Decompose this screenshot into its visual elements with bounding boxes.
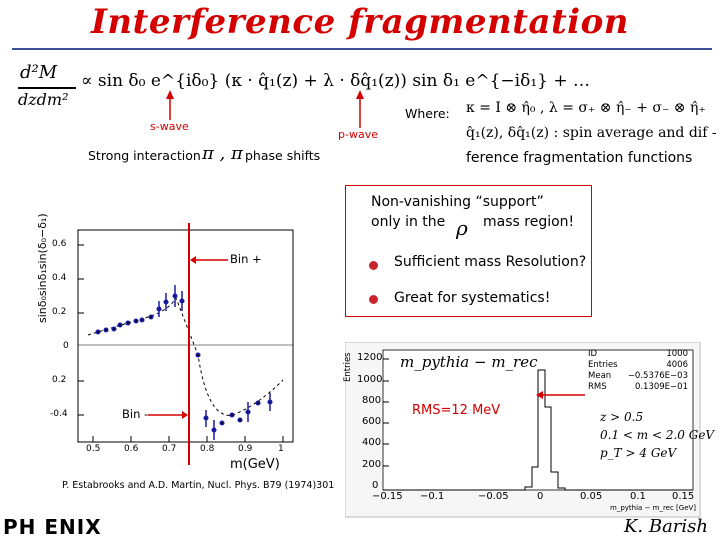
left-xtick-3: 0.7 bbox=[162, 444, 177, 454]
stats-row: RMS 0.1309E−01 bbox=[588, 382, 688, 392]
page-title: Interference fragmentation bbox=[91, 2, 629, 42]
left-ytick-2: 0.4 bbox=[52, 273, 67, 283]
right-xtick-6: 0.1 bbox=[630, 491, 646, 502]
right-ylabel-wrap: Entries bbox=[343, 352, 357, 420]
right-ytick-2: 1000 bbox=[357, 374, 383, 385]
cut-m: 0.1 < m < 2.0 GeV bbox=[600, 428, 715, 442]
formula: d²M dzdm² ∝ sin δ₀ e^{iδ₀} (κ · q̂₁(z) +… bbox=[15, 62, 590, 110]
formula-numerator: d²M bbox=[20, 62, 58, 83]
left-xlabel: m(GeV) bbox=[230, 457, 280, 472]
right-xtick-1: −0.15 bbox=[372, 491, 403, 502]
rms-label: RMS=12 MeV bbox=[412, 403, 501, 418]
kappa-lambda-def: κ = I ⊗ η̂₀ , λ = σ₊ ⊗ η̂₋ + σ₋ ⊗ η̂₊ bbox=[466, 100, 706, 116]
bullet-dot-1 bbox=[369, 261, 378, 270]
right-plot-expr: m_pythia − m_rec bbox=[400, 353, 538, 371]
bullet-dot-2 bbox=[369, 295, 378, 304]
stats-row: Entries 4006 bbox=[588, 360, 688, 370]
bullet-text-1: Sufficient mass Resolution? bbox=[394, 254, 587, 270]
left-xtick-1: 0.5 bbox=[86, 444, 101, 454]
author-signature: K. Barish bbox=[623, 516, 708, 537]
right-ytick-1: 1200 bbox=[357, 352, 383, 363]
right-xtick-5: 0.05 bbox=[580, 491, 603, 502]
left-xtick-5: 0.9 bbox=[238, 444, 253, 454]
swave-label: s-wave bbox=[150, 120, 189, 133]
support-note-box: Non-vanishing “support” only in the ρ ma… bbox=[345, 185, 592, 317]
support-line2b: mass region! bbox=[483, 214, 575, 230]
right-ytick-4: 600 bbox=[362, 416, 382, 427]
bullet-text-2: Great for systematics! bbox=[394, 290, 551, 306]
right-xtick-2: −0.1 bbox=[420, 491, 445, 502]
right-histogram bbox=[345, 342, 701, 518]
left-ytick-4: 0 bbox=[63, 341, 69, 351]
where-label: Where: bbox=[405, 106, 450, 121]
left-xtick-4: 0.8 bbox=[200, 444, 215, 454]
q-def-line2: ference fragmentation functions bbox=[466, 150, 693, 166]
left-xtick-6: 1 bbox=[278, 444, 284, 454]
left-ytick-5: 0.2 bbox=[52, 375, 67, 385]
stats-row: ID 1000 bbox=[588, 349, 688, 359]
left-xtick-2: 0.6 bbox=[124, 444, 139, 454]
q-def-line1: q̂₁(z), δq̂₁(z) : spin average and dif - bbox=[466, 125, 717, 141]
cut-pt: p_T > 4 GeV bbox=[600, 446, 677, 460]
title-divider bbox=[12, 48, 712, 50]
left-ytick-6: -0.4 bbox=[50, 409, 68, 419]
phase-shifts-label: phase shifts bbox=[245, 148, 321, 163]
right-ytick-5: 400 bbox=[362, 437, 382, 448]
pipi-symbol: π , π bbox=[202, 143, 243, 164]
cuts-list: z > 0.5 0.1 < m < 2.0 GeV p_T > 4 GeV bbox=[600, 408, 714, 462]
annotation-arrows bbox=[166, 90, 364, 128]
cut-z: z > 0.5 bbox=[600, 410, 644, 424]
bin-minus-label: Bin - bbox=[122, 407, 149, 421]
bin-plus-label: Bin + bbox=[230, 252, 262, 266]
right-ytick-3: 800 bbox=[362, 395, 382, 406]
right-ytick-6: 200 bbox=[362, 459, 382, 470]
formula-fraction-bar bbox=[18, 87, 76, 89]
stats-row: Mean −0.5376E−03 bbox=[588, 371, 688, 381]
right-xunit: m_pythia − m_rec [GeV] bbox=[610, 504, 697, 512]
support-line1: Non-vanishing “support” bbox=[371, 194, 544, 210]
right-xtick-4: 0 bbox=[537, 491, 544, 502]
formula-rhs: ∝ sin δ₀ e^{iδ₀} (κ · q̂₁(z) + λ · δq̂₁(… bbox=[81, 71, 591, 91]
pwave-label: p-wave bbox=[338, 128, 378, 141]
right-xtick-7: 0.15 bbox=[672, 491, 695, 502]
left-ytick-3: 0.2 bbox=[52, 307, 67, 317]
strong-interaction-label: Strong interaction bbox=[88, 148, 201, 163]
right-ylabel: Entries bbox=[343, 352, 353, 382]
left-ytick-1: 0.6 bbox=[52, 239, 67, 249]
formula-denominator: dzdm² bbox=[18, 90, 69, 109]
phenix-logo: PH ENIX bbox=[3, 515, 102, 539]
right-ytick-7: 0 bbox=[372, 480, 379, 491]
citation: P. Estabrooks and A.D. Martin, Nucl. Phy… bbox=[62, 480, 335, 491]
stats-box: ID 1000 Entries 4006 Mean −0.5376E−03 RMS 0.… bbox=[588, 349, 688, 393]
left-plot-points bbox=[95, 285, 273, 440]
rho-symbol: ρ bbox=[456, 216, 468, 240]
right-xtick-3: −0.05 bbox=[478, 491, 509, 502]
support-line2a: only in the bbox=[371, 214, 446, 230]
